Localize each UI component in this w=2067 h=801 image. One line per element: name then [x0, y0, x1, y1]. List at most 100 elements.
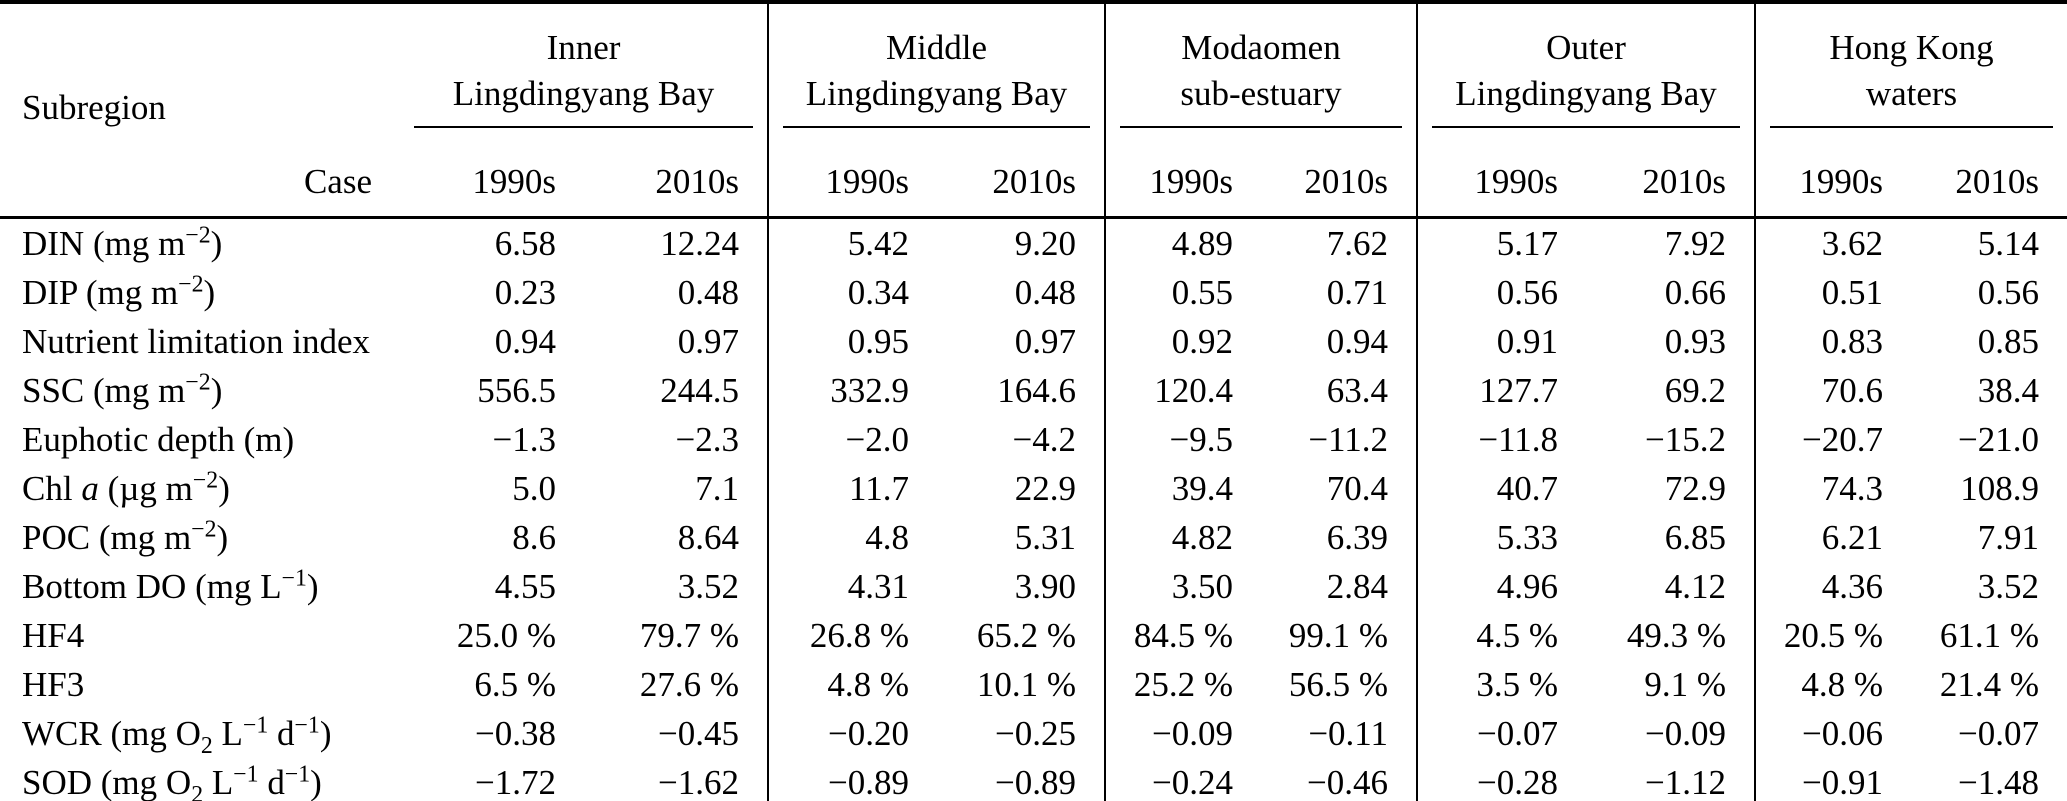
- row-label-wcr: WCR (mg O2 L−1 d−1): [0, 709, 400, 758]
- value-cell-euphotic-depth-1: −2.3: [675, 419, 740, 459]
- value-cell-ssc-8: 70.6: [1754, 366, 1912, 415]
- row-label-segment: a: [81, 468, 99, 508]
- value-cell-poc-3: 5.31: [1014, 517, 1076, 557]
- row-label-segment: L: [203, 762, 234, 801]
- group-header-modaomen-sub-estuary: Modaomen sub-estuary: [1103, 0, 1418, 128]
- value-cell-din-7: 7.92: [1664, 223, 1727, 263]
- subregion-header-label: Subregion: [22, 88, 166, 127]
- value-cell-poc-8: 6.21: [1754, 513, 1912, 562]
- value-cell-sod-2: −0.89: [767, 758, 937, 801]
- row-label-segment: ): [218, 468, 230, 508]
- table-row-euphotic-depth: Euphotic depth (m) −1.3 −2.3 −2.0 −4.2 −9.5 −1…: [0, 415, 2067, 464]
- group-header-middle-lingdingyang-bay: Middle Lingdingyang Bay: [767, 0, 1105, 128]
- value-cell-chl-a-7: 72.9: [1664, 468, 1727, 508]
- group-header-inner-lingdingyang-bay: Inner Lingdingyang Bay: [400, 0, 768, 128]
- row-label-segment: ): [310, 762, 322, 801]
- period-header-outer-lingdingyang-bay-1: 2010s: [1586, 128, 1756, 219]
- value-cell-hf3-0: 6.5 %: [474, 664, 556, 704]
- row-label-segment: −1: [242, 711, 269, 738]
- group-name: Outer Lingdingyang Bay: [1418, 25, 1754, 116]
- value-cell-hf3-1: 27.6 %: [639, 664, 739, 704]
- value-cell-poc-6: 5.33: [1416, 513, 1587, 562]
- value-cell-bottom-do-4: 3.50: [1104, 562, 1261, 611]
- value-cell-ssc-0: 556.5: [477, 370, 556, 410]
- value-cell-nutrient-limitation-index-5: 0.94: [1326, 321, 1389, 361]
- value-cell-poc-1: 8.64: [677, 517, 739, 557]
- value-cell-hf4-9: 61.1 %: [1939, 615, 2040, 655]
- value-cell-hf3-6: 3.5 %: [1416, 660, 1587, 709]
- value-cell-ssc-6: 127.7: [1416, 366, 1587, 415]
- value-cell-dip-9: 0.56: [1977, 272, 2040, 312]
- group-name-line: Lingdingyang Bay: [1455, 73, 1717, 113]
- value-cell-din-0: 6.58: [494, 223, 556, 263]
- group-name-line: Modaomen: [1181, 28, 1341, 67]
- row-label-segment: −2: [178, 270, 204, 297]
- value-cell-hf4-3: 65.2 %: [976, 615, 1076, 655]
- value-cell-ssc-1: 244.5: [660, 370, 739, 410]
- value-cell-sod-9: −1.48: [1911, 758, 2067, 801]
- group-name-line: Outer: [1546, 28, 1626, 67]
- table-header: Subregion Inner Lingdingyang Bay Middle Lin…: [0, 0, 2067, 219]
- value-cell-nutrient-limitation-index-4: 0.92: [1104, 317, 1261, 366]
- value-cell-sod-5: −0.46: [1261, 758, 1418, 801]
- row-label-segment: WCR (mg O: [22, 713, 201, 753]
- value-cell-poc-5: 6.39: [1326, 517, 1389, 557]
- value-cell-sod-7: −1.12: [1586, 758, 1756, 801]
- value-cell-nutrient-limitation-index-7: 0.93: [1664, 321, 1727, 361]
- group-header-hong-kong-waters: Hong Kong waters: [1754, 0, 2067, 128]
- period-header-modaomen-sub-estuary-0: 1990s: [1104, 128, 1261, 219]
- value-cell-ssc-5: 63.4: [1326, 370, 1389, 410]
- header-row-periods: Case 1990s 2010s 1990s 2010s 1990s 2010s 1990s…: [0, 128, 2067, 219]
- group-name: Modaomen sub-estuary: [1106, 25, 1416, 116]
- value-cell-ssc-9: 38.4: [1977, 370, 2040, 410]
- table-row-hf4: HF4 25.0 % 79.7 % 26.8 % 65.2 % 84.5 % 99.1 % 4…: [0, 611, 2067, 660]
- value-cell-hf4-2: 26.8 %: [767, 611, 937, 660]
- value-cell-hf4-8: 20.5 %: [1754, 611, 1912, 660]
- value-cell-din-3: 9.20: [1014, 223, 1076, 263]
- row-label-segment: d: [258, 762, 285, 801]
- value-cell-din-1: 12.24: [660, 223, 739, 263]
- value-cell-poc-7: 6.85: [1664, 517, 1727, 557]
- table-row-chl-a: Chl a (µg m−2) 5.0 7.1 11.7 22.9 39.4 70.4 40.7…: [0, 464, 2067, 513]
- value-cell-nutrient-limitation-index-0: 0.94: [494, 321, 556, 361]
- group-name-line: Lingdingyang Bay: [452, 73, 715, 113]
- value-cell-nutrient-limitation-index-2: 0.95: [767, 317, 937, 366]
- group-name-line: Middle: [885, 28, 988, 67]
- group-name-line: Hong Kong: [1829, 28, 1994, 67]
- table-row-nutrient-limitation-index: Nutrient limitation index 0.94 0.97 0.95 0.9…: [0, 317, 2067, 366]
- row-label-segment: (µg m: [98, 468, 193, 508]
- table-row-wcr: WCR (mg O2 L−1 d−1) −0.38 −0.45 −0.20 −0.25−…: [0, 709, 2067, 758]
- row-label-segment: ): [210, 223, 223, 263]
- value-cell-bottom-do-9: 3.52: [1977, 566, 2040, 606]
- value-cell-sod-1: −1.62: [584, 758, 768, 801]
- group-name: Middle Lingdingyang Bay: [769, 25, 1104, 116]
- period-header-outer-lingdingyang-bay-0: 1990s: [1416, 128, 1587, 219]
- value-cell-wcr-0: −0.38: [475, 713, 556, 753]
- row-label-hf4: HF4: [0, 611, 400, 660]
- row-label-segment: L: [212, 713, 243, 753]
- group-underline-rule: [1432, 126, 1741, 128]
- value-cell-sod-6: −0.28: [1416, 758, 1587, 801]
- row-label-segment: −2: [191, 515, 217, 542]
- row-label-segment: HF3: [22, 664, 85, 704]
- header-row-groups: Subregion Inner Lingdingyang Bay Middle Lin…: [0, 0, 2067, 128]
- row-label-sod: SOD (mg O2 L−1 d−1): [0, 758, 400, 801]
- value-cell-bottom-do-2: 4.31: [767, 562, 937, 611]
- row-label-segment: −1: [284, 760, 311, 787]
- value-cell-euphotic-depth-9: −21.0: [1958, 419, 2040, 459]
- value-cell-chl-a-8: 74.3: [1754, 464, 1912, 513]
- value-cell-bottom-do-3: 3.90: [1014, 566, 1076, 606]
- group-name: Hong Kong waters: [1756, 25, 2067, 116]
- row-label-nutrient-limitation-index: Nutrient limitation index: [0, 317, 400, 366]
- value-cell-bottom-do-6: 4.96: [1416, 562, 1587, 611]
- row-label-segment: SSC (mg m: [22, 370, 186, 410]
- row-label-segment: ): [210, 370, 223, 410]
- group-name: Inner Lingdingyang Bay: [400, 25, 767, 116]
- row-label-segment: ): [203, 272, 216, 312]
- value-cell-nutrient-limitation-index-6: 0.91: [1416, 317, 1587, 366]
- value-cell-bottom-do-5: 2.84: [1326, 566, 1389, 606]
- value-cell-hf3-8: 4.8 %: [1754, 660, 1912, 709]
- value-cell-chl-a-9: 108.9: [1960, 468, 2040, 508]
- value-cell-hf4-6: 4.5 %: [1416, 611, 1587, 660]
